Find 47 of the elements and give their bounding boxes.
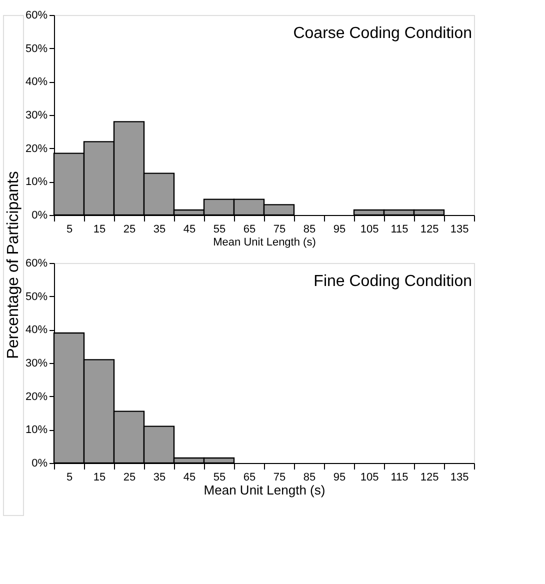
text: Fine Coding Condition (314, 273, 472, 290)
y-axis-title: Percentage of Participants (5, 171, 22, 359)
x-tick-label: 45 (183, 224, 196, 236)
x-tick-label: 75 (273, 224, 286, 236)
x-tick-label: 15 (93, 224, 106, 236)
y-tick-label: 40% (25, 76, 48, 88)
x-tick-label: 25 (123, 472, 136, 484)
y-tick-label: 20% (25, 142, 48, 155)
x-tick-label: 105 (360, 472, 379, 484)
x-tick-label: 115 (390, 224, 408, 236)
y-tick-label: 30% (25, 110, 48, 122)
x-tick-label: 105 (360, 224, 379, 236)
y-tick-label: 10% (25, 424, 48, 436)
x-tick-label: 125 (420, 472, 439, 484)
x-tick-label: 135 (450, 224, 469, 236)
x-tick-label: 115 (390, 472, 408, 484)
x-tick-label: 95 (333, 224, 346, 236)
x-tick-label: 95 (333, 472, 346, 484)
y-tick-label: 0% (32, 458, 48, 470)
x-axis-title: Mean Unit Length (s) (204, 482, 326, 498)
text: Coarse Coding Condition (293, 25, 472, 42)
y-tick-label: 50% (25, 290, 48, 303)
y-tick-label: 20% (25, 390, 48, 403)
y-tick-label: 30% (25, 358, 48, 370)
x-tick-label: 15 (93, 472, 106, 484)
x-tick-label: 125 (420, 224, 439, 236)
x-tick-label: 5 (66, 224, 73, 236)
x-tick-label: 85 (303, 224, 316, 236)
x-tick-label: 135 (450, 472, 469, 484)
x-tick-label: 25 (123, 224, 136, 236)
x-tick-label: 45 (183, 472, 196, 484)
y-tick-label: 60% (25, 258, 48, 270)
y-tick-label: 10% (25, 176, 48, 188)
x-tick-label: 55 (213, 224, 226, 236)
x-tick-label: 35 (153, 472, 166, 484)
y-tick-label: 0% (32, 210, 48, 222)
y-tick-label: 50% (25, 42, 48, 55)
x-tick-label: 35 (153, 224, 166, 236)
y-tick-label: 40% (25, 324, 48, 336)
x-tick-label: 75 (273, 472, 286, 484)
x-tick-label: 65 (243, 224, 256, 236)
x-tick-label: 55 (213, 472, 226, 484)
x-tick-label: 65 (243, 472, 256, 484)
x-tick-label: 85 (303, 472, 316, 484)
x-tick-label: 5 (66, 472, 73, 484)
y-tick-label: 60% (25, 10, 48, 22)
x-axis-title: Mean Unit Length (s) (213, 236, 316, 248)
